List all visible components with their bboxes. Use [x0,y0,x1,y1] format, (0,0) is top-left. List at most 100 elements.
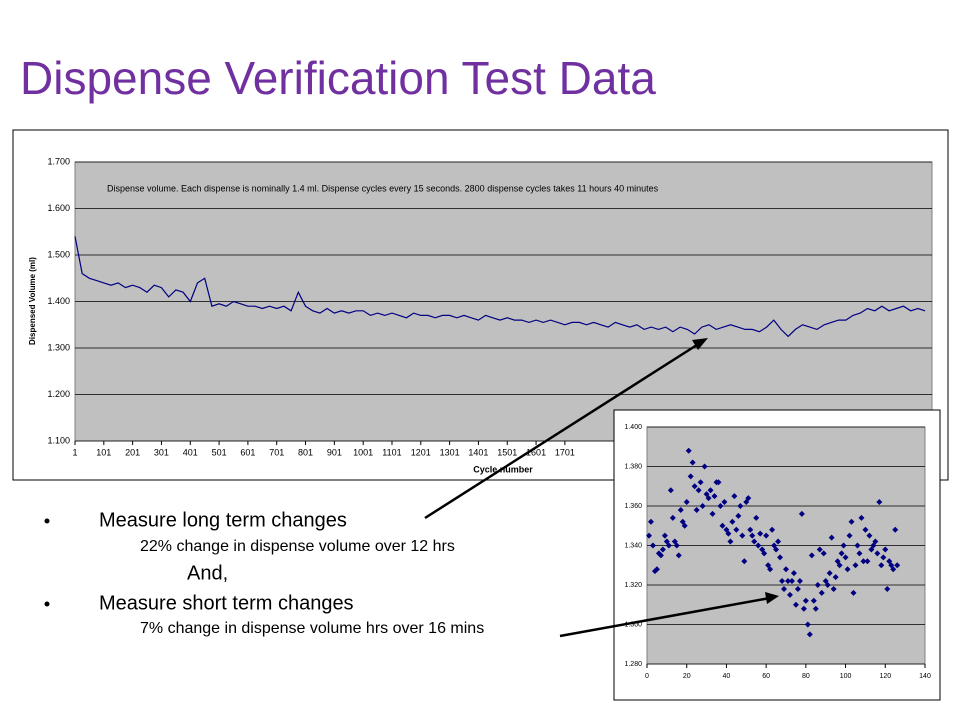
data-point [687,473,694,480]
data-point [876,499,883,506]
data-point [695,487,702,494]
data-point [757,530,764,537]
data-point [733,526,740,533]
bullet-sub: 22% change in dispense volume over 12 hr… [140,538,455,555]
data-point [751,538,758,545]
data-point [802,597,809,604]
data-point [737,503,744,509]
data-point [775,538,782,545]
arrow [424,341,701,520]
data-point [709,510,716,517]
x-tick-label: 1701 [555,447,575,457]
data-point [812,605,819,612]
data-point [874,550,881,557]
x-tick-label: 140 [919,673,931,680]
data-point [880,554,887,561]
data-point [711,493,718,500]
data-point [806,631,813,638]
x-tick-label: 60 [762,673,770,680]
data-point [784,578,791,585]
x-tick-label: 501 [212,447,227,457]
x-tick-label: 901 [327,447,342,457]
x-tick-label: 1001 [353,447,373,457]
data-point [884,585,891,592]
data-point [665,542,672,549]
data-point [769,526,776,533]
data-point [836,562,843,569]
data-point [747,526,754,533]
data-point [798,510,805,517]
data-point [677,506,684,513]
x-tick-label: 1101 [382,447,401,457]
data-point [838,550,845,557]
data-point [745,495,752,502]
data-point [862,526,869,533]
data-point [814,582,821,588]
data-point [773,546,780,553]
data-point [832,574,839,581]
data-point [691,483,698,490]
x-tick-label: 120 [879,673,891,680]
data-point [808,552,815,559]
data-point [792,601,799,608]
y-tick-label: 1.200 [47,389,70,399]
data-point [854,542,861,549]
data-point [715,479,722,486]
data-point [892,526,899,533]
x-tick-label: 301 [154,447,169,457]
data-point [890,566,897,573]
y-tick-label: 1.340 [624,542,642,549]
data-point [717,503,724,509]
data-point [721,499,728,506]
y-tick-label: 1.700 [47,156,70,166]
data-point [755,542,762,549]
y-tick-label: 1.360 [624,503,642,510]
data-point [894,562,901,569]
data-point [739,532,746,539]
data-point [653,566,660,573]
data-point [685,447,692,454]
x-tick-label: 1201 [411,447,431,457]
x-tick-label: 601 [240,447,255,457]
data-point [779,578,786,585]
data-point [824,582,831,588]
data-point [705,495,712,502]
arrow [559,596,771,638]
arrow-head [765,592,779,604]
bullet-text: Measure long term changes [99,509,347,531]
x-tick-label: 1601 [526,447,546,457]
data-point [727,538,734,545]
y-tick-label: 1.300 [47,342,70,352]
data-point [701,463,708,470]
data-point [844,566,851,573]
data-point [647,518,654,525]
data-point [872,538,879,545]
data-point [659,546,666,553]
x-tick-label: 701 [269,447,284,457]
y-tick-label: 1.100 [47,435,70,445]
data-point [707,487,714,494]
x-tick-label: 1401 [468,447,488,457]
data-point [777,554,784,561]
bullet-sub: 7% change in dispense volume hrs over 16… [140,620,484,637]
data-point [669,514,676,521]
data-point [820,550,827,557]
data-point [882,546,889,553]
x-tick-label: 0 [645,673,649,680]
data-point [783,566,789,573]
data-point [842,554,849,561]
x-tick-label: 201 [125,447,140,457]
data-point [818,589,825,596]
x-tick-label: 80 [802,673,810,680]
y-axis-label: Dispensed Volume (ml) [28,257,37,345]
y-tick-label: 1.380 [624,463,642,470]
data-point [753,514,760,521]
data-point [786,591,793,598]
data-point [790,570,797,577]
data-point [729,518,736,525]
x-tick-label: 20 [683,673,691,680]
data-point [878,562,885,569]
data-point [657,552,664,559]
